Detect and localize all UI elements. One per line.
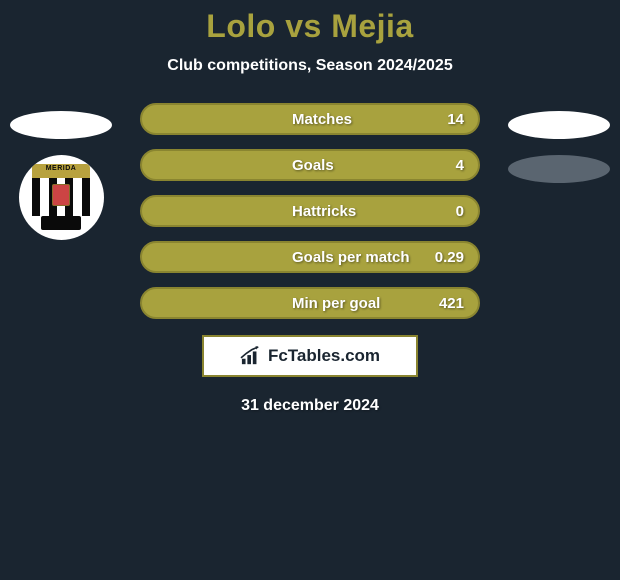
stat-bar-matches: Matches 14 [140,103,480,135]
stat-bar-goals: Goals 4 [140,149,480,181]
barchart-icon [240,346,262,366]
stat-value: 421 [439,295,464,312]
stat-label: Hattricks [292,203,356,220]
left-oval-icon [10,111,112,139]
crest-icon [52,184,70,206]
club-badge-merida: MERIDA [19,155,104,240]
stat-label: Min per goal [292,295,380,312]
stat-bar-min-per-goal: Min per goal 421 [140,287,480,319]
subtitle: Club competitions, Season 2024/2025 [167,57,452,75]
infographic-container: Lolo vs Mejia Club competitions, Season … [0,0,620,415]
right-column [504,103,614,183]
logo-text: FcTables.com [268,346,380,366]
badge-shield-icon: MERIDA [32,164,90,232]
stat-label: Goals [292,157,334,174]
stat-value: 0 [456,203,464,220]
stat-value: 4 [456,157,464,174]
page-title: Lolo vs Mejia [206,8,413,45]
stat-bar-hattricks: Hattricks 0 [140,195,480,227]
stat-label: Goals per match [292,249,410,266]
badge-text: MERIDA [32,165,90,172]
main-area: MERIDA Match [0,103,620,319]
date-text: 31 december 2024 [241,397,379,415]
source-logo-box: FcTables.com [202,335,418,377]
left-column: MERIDA [6,103,116,240]
right-oval-bottom-icon [508,155,610,183]
stat-value: 0.29 [435,249,464,266]
stat-label: Matches [292,111,352,128]
stat-value: 14 [447,111,464,128]
stats-column: Matches 14 Goals 4 Hattricks 0 Goals per… [140,103,480,319]
stat-bar-goals-per-match: Goals per match 0.29 [140,241,480,273]
right-oval-top-icon [508,111,610,139]
